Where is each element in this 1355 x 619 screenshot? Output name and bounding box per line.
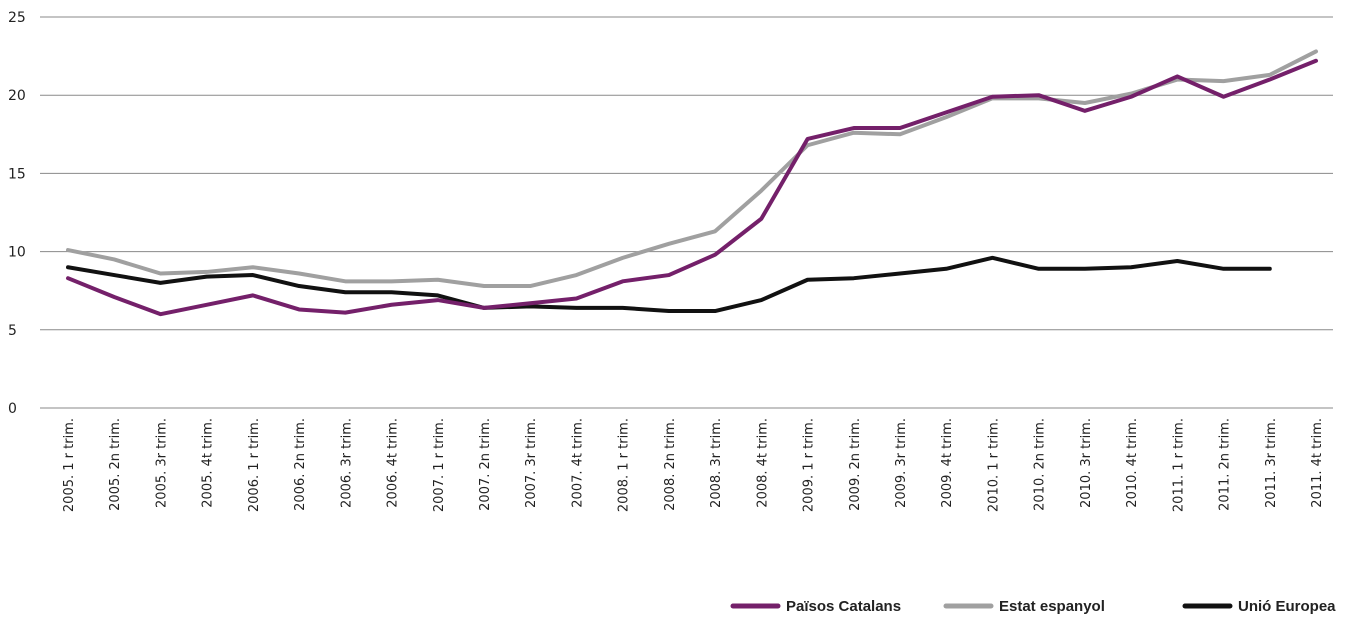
x-tick-label: 2008. 1 r trim. <box>617 418 632 512</box>
y-tick-label: 0 <box>8 401 17 417</box>
x-tick-label: 2006. 3r trim. <box>339 418 354 508</box>
x-tick-label: 2005. 4t trim. <box>201 418 216 508</box>
legend-label-uni-europea: Unió Europea <box>1238 598 1336 615</box>
x-tick-label: 2007. 4t trim. <box>570 418 585 508</box>
x-tick-label: 2009. 2n trim. <box>848 418 863 511</box>
y-tick-label: 20 <box>8 88 26 104</box>
y-tick-label: 5 <box>8 323 17 339</box>
y-tick-label: 25 <box>8 10 26 26</box>
x-tick-label: 2005. 1 r trim. <box>62 418 77 512</box>
legend: Països Catalans Estat espanyol Unió Europe… <box>730 598 1336 615</box>
series-line-uni-europea <box>66 255 1272 314</box>
x-axis-ticks: 2005. 1 r trim. 2005. 2n trim. 2005. 3r tr… <box>62 418 1325 512</box>
series-line-pa-sos-catalans <box>66 58 1318 317</box>
y-tick-label: 10 <box>8 245 26 261</box>
x-tick-label: 2010. 2n trim. <box>1033 418 1048 511</box>
legend-label-estat-espanyol: Estat espanyol <box>999 598 1105 615</box>
y-tick-label: 15 <box>8 166 26 182</box>
x-tick-label: 2011. 2n trim. <box>1218 418 1233 511</box>
gridlines <box>40 16 1333 409</box>
x-tick-label: 2011. 4t trim. <box>1310 418 1325 508</box>
x-tick-label: 2009. 1 r trim. <box>802 418 817 512</box>
legend-label-pa-sos-catalans: Països Catalans <box>786 598 901 615</box>
y-axis-ticks: 0 5 10 15 20 25 <box>8 10 26 417</box>
x-tick-label: 2011. 3r trim. <box>1264 418 1279 508</box>
x-tick-label: 2008. 2n trim. <box>663 418 678 511</box>
x-tick-label: 2009. 3r trim. <box>894 418 909 508</box>
x-tick-label: 2006. 1 r trim. <box>247 418 262 512</box>
x-tick-label: 2010. 3r trim. <box>1079 418 1094 508</box>
x-tick-label: 2005. 3r trim. <box>154 418 169 508</box>
x-tick-label: 2009. 4t trim. <box>940 418 955 508</box>
x-tick-label: 2010. 4t trim. <box>1125 418 1140 508</box>
series-lines <box>66 49 1318 317</box>
x-tick-label: 2007. 3r trim. <box>524 418 539 508</box>
x-tick-label: 2008. 4t trim. <box>755 418 770 508</box>
x-tick-label: 2007. 2n trim. <box>478 418 493 511</box>
x-tick-label: 2005. 2n trim. <box>108 418 123 511</box>
x-tick-label: 2007. 1 r trim. <box>432 418 447 512</box>
x-tick-label: 2006. 2n trim. <box>293 418 308 511</box>
x-tick-label: 2008. 3r trim. <box>709 418 724 508</box>
x-tick-label: 2006. 4t trim. <box>386 418 401 508</box>
x-tick-label: 2011. 1 r trim. <box>1171 418 1186 512</box>
x-tick-label: 2010. 1 r trim. <box>986 418 1001 512</box>
series-line-estat-espanyol <box>66 49 1318 289</box>
